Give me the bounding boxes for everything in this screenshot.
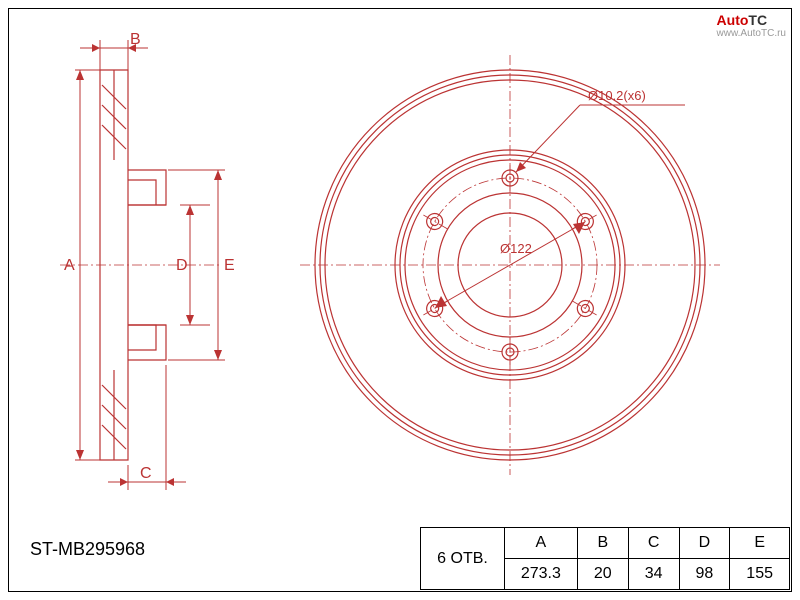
part-number: ST-MB295968 <box>30 539 145 560</box>
hole-count-cell: 6 ОТВ. <box>421 528 505 590</box>
table-row: 6 ОТВ. A B C D E <box>421 528 790 559</box>
header-a: A <box>504 528 577 559</box>
header-e: E <box>730 528 790 559</box>
dim-e-label: E <box>224 257 235 274</box>
dim-c-label: C <box>140 465 152 482</box>
value-c: 34 <box>628 559 679 590</box>
header-c: C <box>628 528 679 559</box>
hole-callout: Ø10.2(x6) <box>588 88 646 103</box>
value-b: 20 <box>577 559 628 590</box>
header-d: D <box>679 528 730 559</box>
front-view: Ø10.2(x6) Ø122 <box>255 30 765 500</box>
watermark-brand-a: Auto <box>717 12 749 28</box>
dim-b-label: B <box>130 31 141 48</box>
spec-table: 6 ОТВ. A B C D E 273.3 20 34 98 155 <box>420 527 790 590</box>
header-b: B <box>577 528 628 559</box>
dim-d-label: D <box>176 257 188 274</box>
value-a: 273.3 <box>504 559 577 590</box>
side-view: B A D E <box>30 30 240 500</box>
value-e: 155 <box>730 559 790 590</box>
bolt-circle-label: Ø122 <box>500 241 532 256</box>
watermark-brand-tc: TC <box>748 12 767 28</box>
dim-a-label: A <box>64 257 75 274</box>
value-d: 98 <box>679 559 730 590</box>
